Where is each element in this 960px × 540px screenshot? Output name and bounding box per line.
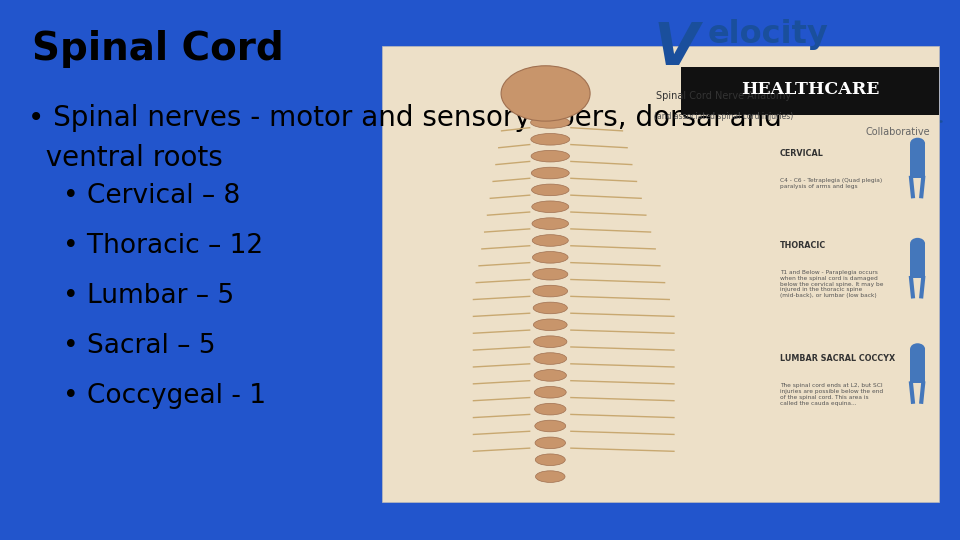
Ellipse shape [533,268,567,280]
Text: • Lumbar – 5: • Lumbar – 5 [63,283,234,309]
Ellipse shape [534,336,567,347]
Text: Collaborative: Collaborative [865,127,929,137]
Ellipse shape [536,454,565,465]
Ellipse shape [910,238,925,249]
Text: Spinal Cord Nerve Anatomy: Spinal Cord Nerve Anatomy [656,91,791,101]
Ellipse shape [532,184,569,195]
Text: Spinal Cord: Spinal Cord [32,30,284,68]
FancyBboxPatch shape [910,349,925,383]
Ellipse shape [536,471,565,482]
Ellipse shape [532,201,568,213]
Text: The spinal cord ends at L2, but SCI
injuries are possible below the end
of the s: The spinal cord ends at L2, but SCI inju… [780,383,883,406]
Text: • Sacral – 5: • Sacral – 5 [63,333,216,359]
Ellipse shape [501,66,590,121]
Ellipse shape [910,138,925,149]
Ellipse shape [532,218,568,230]
Ellipse shape [534,319,567,330]
FancyBboxPatch shape [682,67,939,114]
Ellipse shape [532,235,568,246]
Ellipse shape [533,302,567,314]
Ellipse shape [531,150,569,162]
Text: V: V [654,19,699,77]
Text: ventral roots: ventral roots [29,144,223,172]
FancyBboxPatch shape [910,144,925,178]
Ellipse shape [533,285,567,297]
Ellipse shape [910,343,925,355]
Ellipse shape [535,420,565,432]
Ellipse shape [534,353,566,364]
Text: • Spinal nerves - motor and sensory fibers, dorsal and: • Spinal nerves - motor and sensory fibe… [29,104,782,132]
Ellipse shape [533,252,568,263]
Text: T1 and Below - Paraplegia occurs
when the spinal cord is damaged
below the cervi: T1 and Below - Paraplegia occurs when th… [780,270,883,298]
Ellipse shape [535,387,566,398]
Text: • Coccygeal - 1: • Coccygeal - 1 [63,383,266,409]
Text: HEALTHCARE: HEALTHCARE [741,80,880,98]
Text: (and associated spinal cord injuries): (and associated spinal cord injuries) [654,112,793,121]
Ellipse shape [531,133,569,145]
Text: • Cervical – 8: • Cervical – 8 [63,183,240,209]
Text: elocity: elocity [708,18,828,50]
Ellipse shape [535,437,565,449]
Ellipse shape [531,167,569,179]
Text: CERVICAL: CERVICAL [780,149,824,158]
Text: C4 - C6 - Tetraplegia (Quad plegia)
paralysis of arms and legs: C4 - C6 - Tetraplegia (Quad plegia) para… [780,178,882,188]
Ellipse shape [534,369,566,381]
Text: • Thoracic – 12: • Thoracic – 12 [63,233,263,259]
FancyBboxPatch shape [382,46,939,502]
Ellipse shape [535,403,566,415]
Text: LUMBAR SACRAL COCCYX: LUMBAR SACRAL COCCYX [780,354,895,363]
Ellipse shape [531,117,570,128]
Text: THORACIC: THORACIC [780,241,826,250]
FancyBboxPatch shape [910,244,925,278]
